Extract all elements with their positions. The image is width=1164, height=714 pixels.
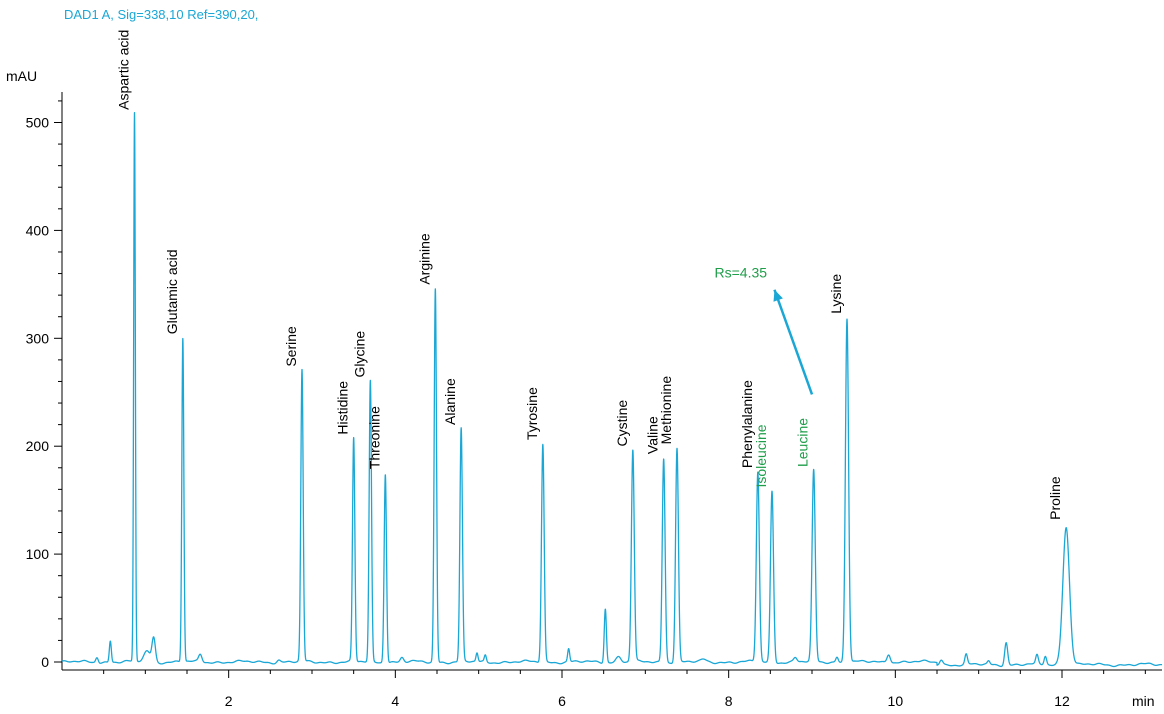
peak-label-isoleucine: Isoleucine [753, 424, 769, 487]
y-tick-label: 500 [26, 115, 50, 131]
y-axis-unit: mAU [6, 68, 37, 84]
x-tick-label: 2 [225, 693, 233, 709]
signal-header: DAD1 A, Sig=338,10 Ref=390,20, [64, 7, 258, 22]
resolution-annotation: Rs=4.35 [715, 265, 814, 395]
peak-label-methionine: Methionine [658, 376, 674, 445]
peak-label-valine: Valine [645, 416, 661, 454]
peak-label-phenylalanine: Phenylalanine [739, 380, 755, 468]
peak-label-alanine: Alanine [442, 378, 458, 425]
peak-label-cystine: Cystine [614, 400, 630, 447]
x-tick-label: 4 [391, 693, 399, 709]
y-tick-label: 300 [26, 330, 50, 346]
peak-label-histidine: Histidine [335, 381, 351, 435]
peak-label-proline: Proline [1047, 476, 1063, 520]
peak-label-glutamic-acid: Glutamic acid [164, 249, 180, 334]
axis-ticks: 0 100 200 300 400 500 2 4 6 8 10 12 [26, 100, 1146, 709]
chromatogram-trace [61, 111, 1163, 668]
x-tick-label: 8 [725, 693, 733, 709]
annotation-arrow-head [773, 289, 783, 302]
x-tick-label: 10 [888, 693, 904, 709]
peak-label-threonine: Threonine [366, 406, 382, 469]
annotation-arrow-shaft [773, 289, 814, 395]
peak-label-serine: Serine [283, 326, 299, 367]
peak-label-lysine: Lysine [828, 274, 844, 314]
peak-label-glycine: Glycine [351, 331, 367, 378]
x-axis-unit: min [1132, 693, 1155, 709]
peak-label-aspartic-acid: Aspartic acid [116, 30, 132, 110]
y-tick-label: 200 [26, 438, 50, 454]
x-tick-label: 6 [558, 693, 566, 709]
resolution-label: Rs=4.35 [715, 265, 768, 281]
y-tick-label: 0 [41, 654, 49, 670]
peak-labels: Aspartic acid Glutamic acid Serine Histidin… [116, 30, 1064, 520]
peak-label-tyrosine: Tyrosine [524, 387, 540, 440]
x-tick-label: 12 [1054, 693, 1070, 709]
y-tick-label: 100 [26, 546, 50, 562]
y-tick-label: 400 [26, 222, 50, 238]
peak-label-leucine: Leucine [795, 418, 811, 467]
peak-label-arginine: Arginine [416, 233, 432, 285]
